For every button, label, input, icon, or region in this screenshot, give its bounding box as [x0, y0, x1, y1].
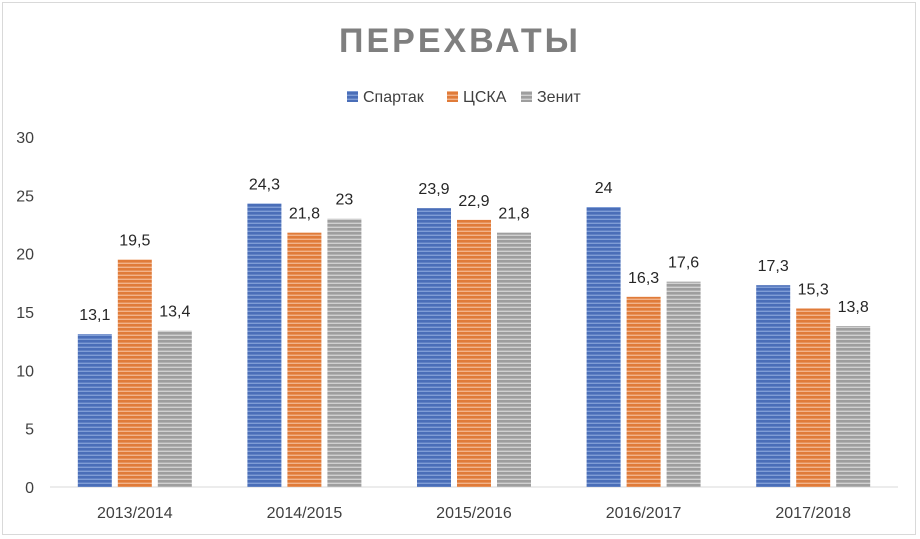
legend-swatch-2	[447, 91, 458, 102]
data-label: 13,1	[79, 307, 110, 324]
data-label: 16,3	[628, 270, 659, 287]
bar	[626, 296, 661, 487]
legend-label-2: ЦСКА	[463, 89, 507, 106]
data-label: 17,3	[758, 258, 789, 275]
y-tick-label: 10	[16, 363, 34, 380]
bar	[586, 207, 621, 487]
data-label: 21,8	[498, 206, 529, 223]
legend-swatch-3	[521, 91, 532, 102]
bar	[117, 259, 152, 487]
legend-label-1: Спартак	[363, 89, 425, 106]
data-label: 23	[336, 192, 354, 209]
data-label: 13,4	[159, 304, 190, 321]
bar	[417, 208, 451, 487]
x-axis: 2013/2014 2014/2015 2015/2016 2016/2017 2017…	[50, 486, 898, 522]
legend-label-3: Зенит	[537, 89, 581, 106]
y-tick-label: 15	[16, 305, 34, 322]
bar	[457, 219, 491, 488]
y-axis: 0 5 10 15 20 25 30	[16, 130, 34, 497]
bar	[756, 285, 791, 487]
bar	[157, 330, 192, 487]
y-tick-label: 25	[16, 188, 34, 205]
bar	[836, 326, 871, 487]
y-tick-label: 30	[16, 130, 34, 147]
x-tick-label: 2015/2016	[436, 505, 512, 522]
chart-title: ПЕРЕХВАТЫ	[339, 22, 581, 60]
y-tick-label: 5	[25, 422, 34, 439]
data-label: 21,8	[289, 206, 320, 223]
data-label: 22,9	[458, 193, 489, 210]
data-label: 15,3	[798, 282, 829, 299]
x-tick-label: 2017/2018	[775, 505, 851, 522]
y-tick-label: 20	[16, 247, 34, 264]
data-label: 24,3	[249, 177, 280, 194]
x-tick-label: 2016/2017	[606, 505, 682, 522]
bar	[796, 308, 831, 487]
bar	[497, 232, 531, 487]
data-labels: 13,1 19,5 13,4 24,3 21,8 23 23,9 22,9 21,8 24 16,3…	[79, 177, 869, 325]
data-label: 17,6	[668, 255, 699, 272]
x-tick-label: 2014/2015	[267, 505, 343, 522]
data-label: 23,9	[418, 181, 449, 198]
data-label: 13,8	[838, 299, 869, 316]
legend-swatch-1	[347, 91, 358, 102]
bars	[77, 203, 871, 488]
bar	[77, 334, 112, 487]
bar	[287, 232, 322, 487]
bar	[247, 203, 282, 487]
data-label: 19,5	[119, 233, 150, 250]
legend: Спартак ЦСКА Зенит	[347, 89, 581, 106]
bar	[666, 281, 701, 487]
bar	[327, 218, 362, 487]
y-tick-label: 0	[25, 480, 34, 497]
data-label: 24	[595, 180, 613, 197]
x-tick-label: 2013/2014	[97, 505, 173, 522]
